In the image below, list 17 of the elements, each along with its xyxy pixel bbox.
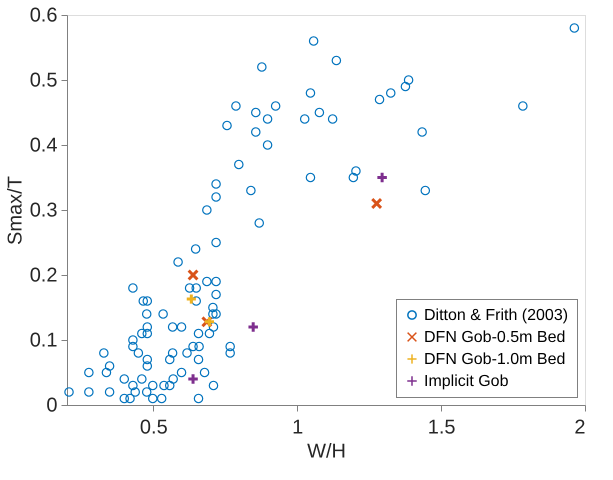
y-tick-label: 0 [46, 394, 58, 416]
x-tick-label: 1 [292, 416, 304, 438]
y-tick-label: 0.4 [30, 134, 58, 156]
y-tick-label: 0.2 [30, 264, 58, 286]
x-tick-label: 0.5 [140, 416, 168, 438]
x-tick-label: 2 [574, 416, 586, 438]
y-axis-title: Smax/T [4, 176, 27, 245]
y-tick-label: 0.5 [30, 70, 58, 92]
y-tick-label: 0.1 [30, 330, 58, 352]
y-tick-label: 0.3 [30, 200, 58, 222]
legend-label: DFN Gob-0.5m Bed [424, 329, 566, 346]
x-axis-title: W/H [307, 440, 346, 462]
legend-label: DFN Gob-1.0m Bed [424, 351, 566, 368]
legend-label: Implicit Gob [424, 373, 509, 390]
legend-label: Ditton & Frith (2003) [424, 307, 568, 324]
y-tick-label: 0.6 [30, 4, 58, 26]
x-tick-label: 1.5 [428, 416, 456, 438]
